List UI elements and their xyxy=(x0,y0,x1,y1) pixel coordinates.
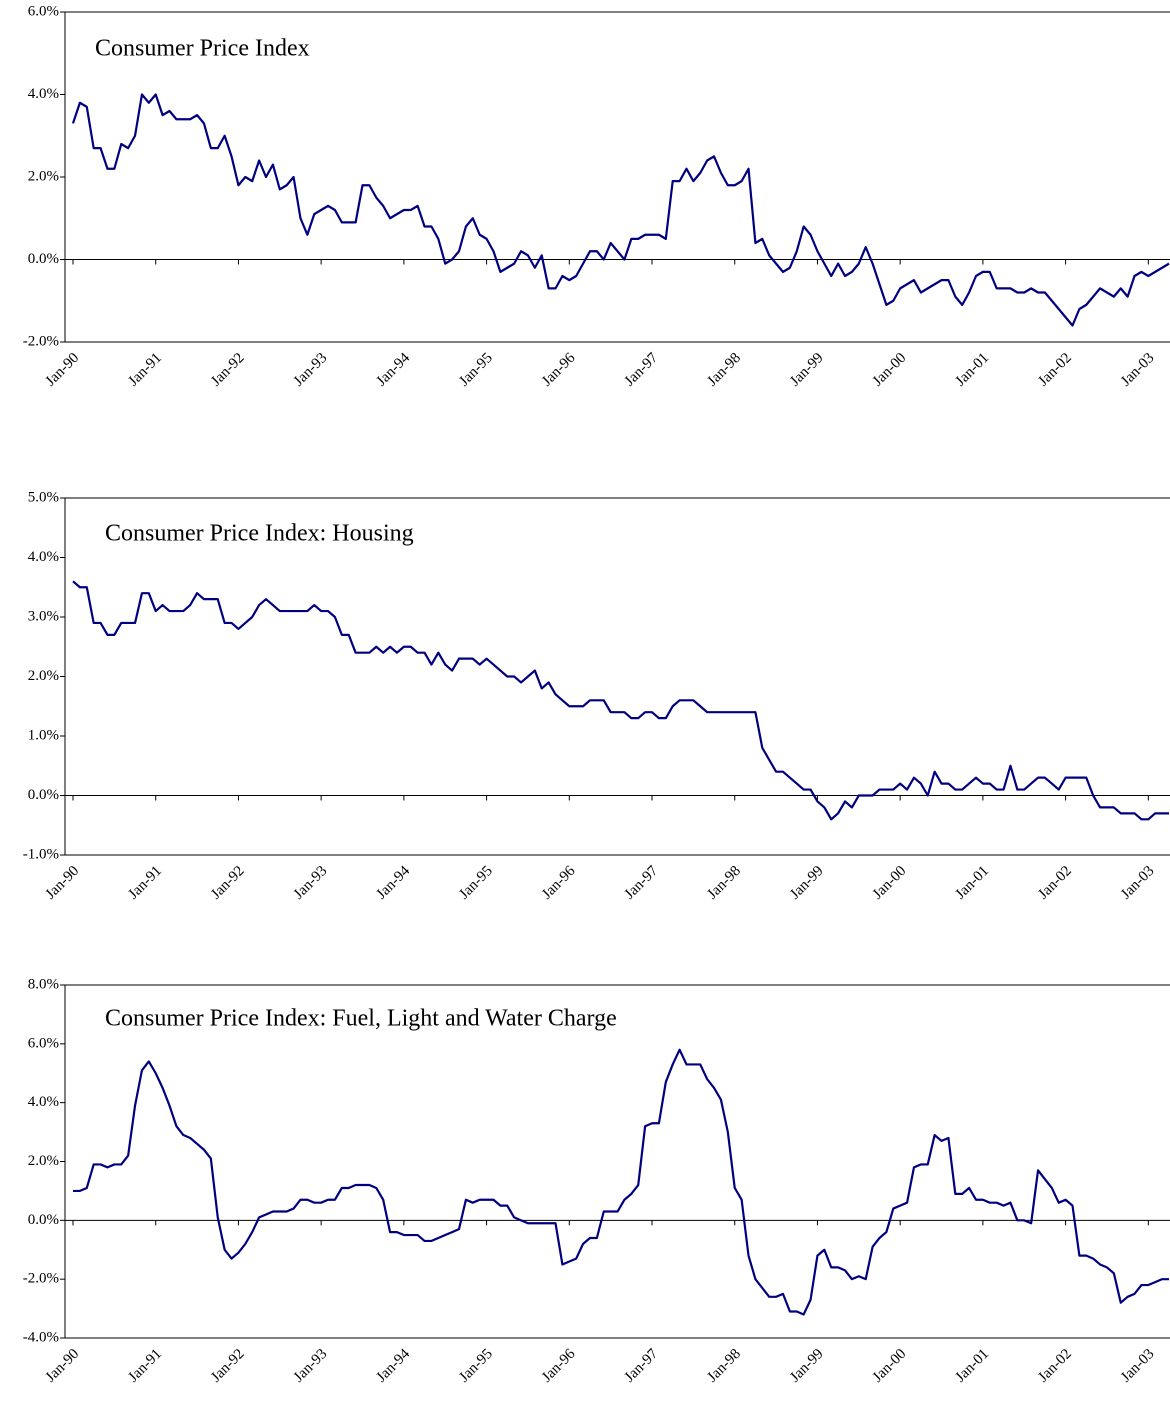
x-tick-label: Jan-99 xyxy=(787,863,827,903)
y-tick-label: 2.0% xyxy=(28,1153,59,1169)
y-tick-label: 3.0% xyxy=(28,608,59,624)
x-tick-label: Jan-98 xyxy=(704,350,744,390)
x-tick-label: Jan-96 xyxy=(539,350,579,390)
chart-title: Consumer Price Index: Housing xyxy=(105,521,414,547)
x-tick-label: Jan-01 xyxy=(953,1346,993,1386)
y-tick-label: 0.0% xyxy=(28,1212,59,1228)
y-tick-label: -2.0% xyxy=(23,333,59,349)
x-tick-label: Jan-00 xyxy=(870,863,910,903)
chart-panel: -2.0% 0.0% 2.0% 4.0% 6.0% Jan-90 Jan-91 Jan-92 J… xyxy=(23,3,1170,390)
x-tick-label: Jan-99 xyxy=(787,350,827,390)
chart-title: Consumer Price Index: Fuel, Light and Wa… xyxy=(105,1006,617,1032)
x-tick-label: Jan-95 xyxy=(456,1346,496,1386)
y-tick-label: 2.0% xyxy=(28,668,59,684)
x-tick-label: Jan-02 xyxy=(1035,350,1075,390)
x-tick-label: Jan-00 xyxy=(870,350,910,390)
x-tick-label: Jan-02 xyxy=(1035,863,1075,903)
data-line xyxy=(71,93,1170,327)
x-tick-label: Jan-91 xyxy=(125,863,165,903)
x-tick-label: Jan-94 xyxy=(374,350,414,390)
x-tick-label: Jan-97 xyxy=(622,350,662,390)
x-tick-label: Jan-99 xyxy=(787,1346,827,1386)
x-tick-label: Jan-97 xyxy=(622,1346,662,1386)
x-tick-label: Jan-03 xyxy=(1118,350,1158,390)
y-tick-label: 0.0% xyxy=(28,251,59,267)
x-tick-label: Jan-95 xyxy=(456,863,496,903)
y-tick-label: 4.0% xyxy=(28,1094,59,1110)
x-tick-label: Jan-96 xyxy=(539,1346,579,1386)
chart-panel: -4.0% -2.0% 0.0% 2.0% 4.0% 6.0% 8.0% Jan-90 Jan-… xyxy=(23,976,1170,1386)
x-tick-label: Jan-96 xyxy=(539,863,579,903)
x-tick-label: Jan-01 xyxy=(953,350,993,390)
x-tick-label: Jan-92 xyxy=(208,350,248,390)
x-tick-label: Jan-90 xyxy=(43,1346,83,1386)
x-tick-label: Jan-94 xyxy=(374,1346,414,1386)
x-tick-label: Jan-91 xyxy=(125,1346,165,1386)
data-line xyxy=(73,1048,1169,1316)
x-tick-label: Jan-94 xyxy=(374,863,414,903)
x-tick-label: Jan-95 xyxy=(456,350,496,390)
chart-title: Consumer Price Index xyxy=(95,36,310,62)
x-tick-label: Jan-91 xyxy=(125,350,165,390)
x-tick-label: Jan-01 xyxy=(953,863,993,903)
y-tick-label: 1.0% xyxy=(28,727,59,743)
y-tick-label: -2.0% xyxy=(23,1271,59,1287)
x-tick-label: Jan-90 xyxy=(43,863,83,903)
y-tick-label: 8.0% xyxy=(28,976,59,992)
y-tick-label: 2.0% xyxy=(28,168,59,184)
x-tick-label: Jan-93 xyxy=(291,863,331,903)
y-tick-label: 0.0% xyxy=(28,787,59,803)
y-tick-label: -1.0% xyxy=(23,846,59,862)
x-tick-label: Jan-92 xyxy=(208,863,248,903)
x-tick-label: Jan-93 xyxy=(291,350,331,390)
x-tick-label: Jan-00 xyxy=(870,1346,910,1386)
x-tick-label: Jan-03 xyxy=(1118,863,1158,903)
x-tick-label: Jan-98 xyxy=(704,863,744,903)
x-tick-label: Jan-97 xyxy=(622,863,662,903)
y-tick-label: 4.0% xyxy=(28,86,59,102)
x-tick-label: Jan-93 xyxy=(291,1346,331,1386)
y-tick-label: -4.0% xyxy=(23,1329,59,1345)
chart-panel: -1.0% 0.0% 1.0% 2.0% 3.0% 4.0% 5.0% Jan-90 Jan-9… xyxy=(23,489,1170,903)
y-tick-label: 4.0% xyxy=(28,549,59,565)
x-tick-label: Jan-03 xyxy=(1118,1346,1158,1386)
x-tick-label: Jan-98 xyxy=(704,1346,744,1386)
x-tick-label: Jan-90 xyxy=(43,350,83,390)
x-tick-label: Jan-92 xyxy=(208,1346,248,1386)
y-tick-label: 6.0% xyxy=(28,3,59,19)
x-tick-label: Jan-02 xyxy=(1035,1346,1075,1386)
y-tick-label: 6.0% xyxy=(28,1035,59,1051)
y-tick-label: 5.0% xyxy=(28,489,59,505)
data-line xyxy=(72,580,1169,821)
